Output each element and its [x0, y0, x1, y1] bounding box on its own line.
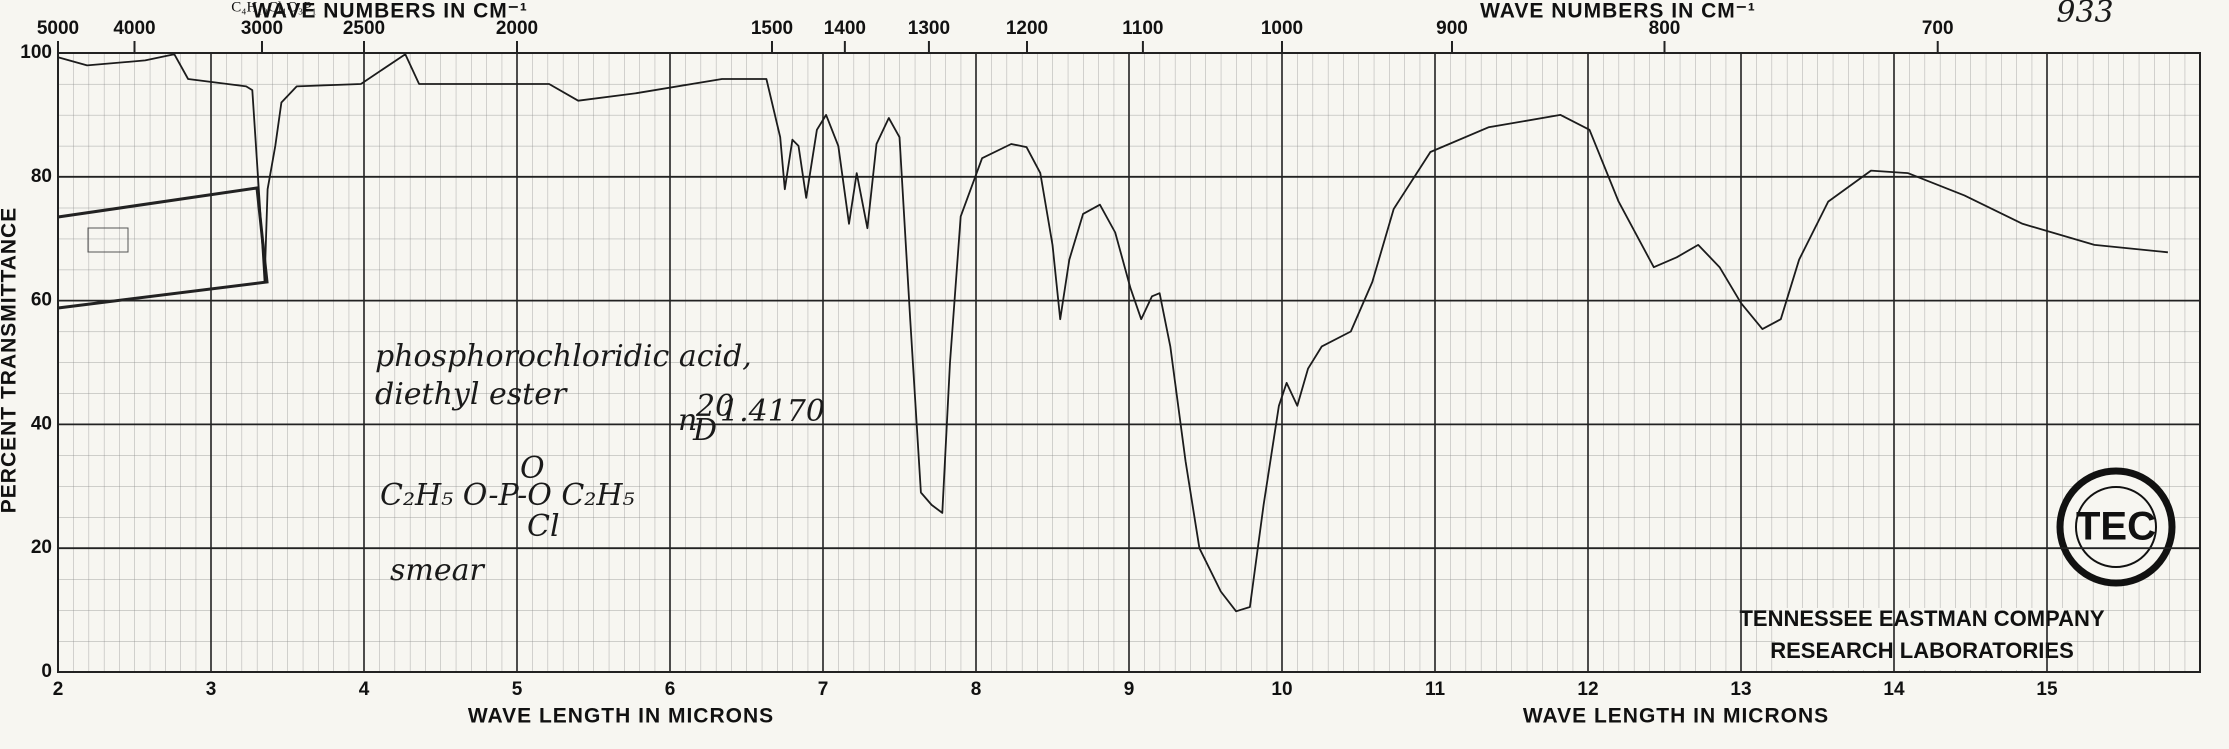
- x-tick-label: 12: [1577, 679, 1598, 700]
- sheet-number: 933: [2056, 0, 2113, 30]
- annotation: C₂H₅ O-P-O C₂H₅: [380, 478, 635, 513]
- x-tick-label: 6: [665, 679, 676, 700]
- calibration-box: [87, 227, 129, 253]
- x-tick-label: 13: [1730, 679, 1751, 700]
- company-plate: [1775, 608, 2067, 670]
- x-tick-label: 2: [53, 679, 64, 700]
- annotation: diethyl ester: [375, 377, 568, 412]
- company-name: TENNESSEE EASTMAN COMPANY: [1739, 606, 2104, 631]
- annotation: phosphorochloridic acid,: [375, 339, 752, 374]
- x-tick-label: 8: [971, 679, 982, 700]
- spectrum-line: [57, 53, 2168, 613]
- x-axis-label: WAVE LENGTH IN MICRONS: [1523, 705, 1829, 728]
- y-tick-label: 40: [31, 413, 52, 434]
- y-tick-label: 0: [41, 661, 52, 682]
- annotation: O: [520, 451, 545, 486]
- y-tick-label: 20: [31, 537, 52, 558]
- y-tick-label: 100: [20, 42, 52, 63]
- x2-tick-label: 2500: [343, 18, 385, 39]
- x2-tick-label: 1100: [1122, 18, 1163, 39]
- annotation: 1.4170: [720, 394, 825, 429]
- x-tick-label: 3: [206, 679, 217, 700]
- logo-inner: [2075, 486, 2157, 568]
- x-tick-label: 11: [1425, 679, 1446, 700]
- x-tick-label: 5: [512, 679, 523, 700]
- x2-tick-label: 1400: [824, 18, 866, 39]
- x-tick-label: 14: [1883, 679, 1905, 700]
- y-axis-label: PERCENT TRANSMITTANCE: [0, 207, 21, 513]
- annotation: n: [678, 403, 697, 438]
- x-tick-label: 9: [1124, 679, 1135, 700]
- x2-tick-label: 1500: [751, 18, 793, 39]
- x-tick-label: 4: [359, 679, 370, 700]
- x2-tick-label: 1300: [908, 18, 950, 39]
- x2-tick-label: 800: [1649, 18, 1681, 39]
- x-tick-label: 15: [2036, 679, 2058, 700]
- x2-axis-label: WAVE NUMBERS IN CM⁻¹: [252, 0, 528, 23]
- x2-tick-label: 3000: [241, 18, 283, 39]
- y-tick-label: 60: [31, 290, 52, 311]
- x2-tick-label: 1000: [1261, 18, 1303, 39]
- annotation: smear: [390, 553, 485, 588]
- y-tick-label: 80: [31, 166, 52, 187]
- formula: C₄H₁₀Cl₁O₃P₁: [231, 0, 317, 15]
- annotation: Cl: [527, 509, 560, 544]
- x2-tick-label: 1200: [1006, 18, 1048, 39]
- x-tick-label: 10: [1271, 679, 1292, 700]
- annotation: D: [692, 413, 717, 448]
- x2-tick-label: 5000: [37, 18, 79, 39]
- x2-tick-label: 2000: [496, 18, 538, 39]
- x2-tick-label: 4000: [113, 18, 155, 39]
- x2-axis-label: WAVE NUMBERS IN CM⁻¹: [1480, 0, 1756, 23]
- x2-tick-label: 900: [1436, 18, 1468, 39]
- annotation: 20: [695, 389, 734, 424]
- logo-text: TEC: [2076, 505, 2156, 549]
- x2-tick-label: 700: [1922, 18, 1954, 39]
- division-name: RESEARCH LABORATORIES: [1770, 638, 2074, 663]
- x-axis-label: WAVE LENGTH IN MICRONS: [468, 705, 774, 728]
- x-tick-label: 7: [818, 679, 829, 700]
